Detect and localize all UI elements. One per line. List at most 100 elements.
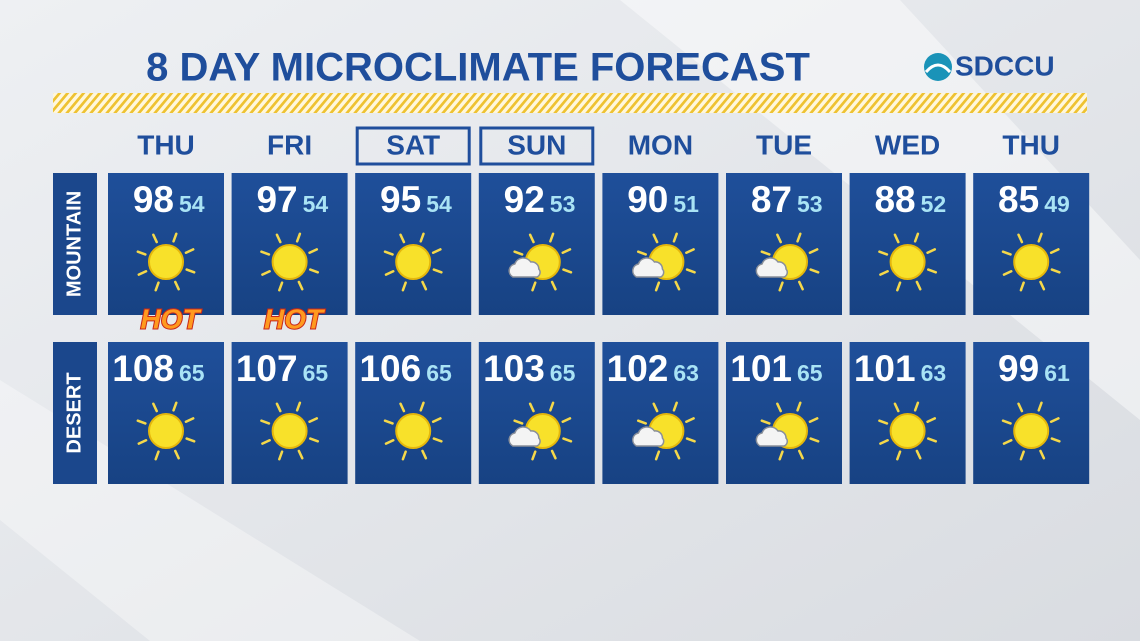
sun: [889, 413, 926, 449]
sun-ray: [776, 402, 782, 413]
sun-ray: [1017, 233, 1024, 244]
sun-ray: [685, 268, 696, 274]
sun-ray: [654, 281, 661, 292]
sun-ray: [136, 250, 147, 256]
day-label: FRI: [267, 129, 312, 160]
sun-ray: [913, 401, 920, 412]
sun-icon: [1001, 401, 1061, 461]
sun-ray: [1037, 232, 1043, 243]
sun-ray: [261, 270, 271, 276]
sun: [889, 244, 926, 280]
sun-ray: [685, 437, 696, 443]
sun-ray: [528, 402, 535, 413]
sun-ray: [1050, 268, 1061, 274]
sun-ray: [1039, 449, 1046, 460]
forecast-cell: [602, 342, 719, 484]
hot-badge: HOT: [264, 303, 326, 334]
sun-ray: [549, 232, 555, 243]
sun-ray: [778, 450, 784, 461]
hot-badge: HOT: [140, 303, 202, 334]
sun-icon: [878, 232, 938, 292]
sun-ray: [137, 439, 148, 445]
sun-ray: [1002, 270, 1013, 276]
low-temp: 65: [797, 360, 823, 386]
day-label: SUN: [507, 129, 566, 160]
high-temp: 88: [874, 179, 915, 220]
sun-ray: [1002, 439, 1013, 445]
sun-ray: [174, 449, 180, 460]
sun-ray: [384, 270, 395, 276]
low-temp: 65: [303, 360, 329, 386]
forecast-cell: [726, 173, 842, 315]
sun-ray: [1050, 437, 1061, 443]
sponsor-logo-mark: [924, 63, 952, 74]
sun: [1013, 244, 1050, 280]
sun-ray: [879, 270, 889, 276]
sun-icon: [878, 401, 938, 461]
sun: [271, 244, 308, 280]
sun-ray: [419, 232, 425, 243]
sun-ray: [561, 417, 572, 423]
sun-ray: [809, 268, 820, 274]
forecast-cell: [478, 173, 595, 315]
sun-ray: [278, 450, 284, 461]
sun-ray: [685, 248, 695, 254]
low-temp: 51: [673, 191, 699, 217]
sun-ray: [798, 280, 804, 291]
day-label: MON: [628, 129, 693, 160]
sun-ray: [174, 280, 180, 291]
day-label: TUE: [756, 129, 812, 160]
title: 8 DAY MICROCLIMATE FORECAST: [146, 46, 810, 90]
sun-ray: [760, 250, 771, 256]
sponsor-logo-mark: [924, 53, 952, 81]
day-highlight-box: [355, 126, 471, 166]
sun-ray: [915, 449, 922, 460]
sun-ray: [184, 248, 195, 254]
sun-ray: [275, 233, 282, 244]
sun-ray: [562, 268, 573, 274]
low-temp: 65: [179, 360, 205, 386]
sun-ray: [261, 439, 271, 445]
sun-ray: [295, 401, 302, 412]
sun-ray: [399, 402, 406, 413]
cloud-icon: [755, 426, 788, 447]
cloud-icon: [632, 426, 665, 447]
sun-ray: [1037, 401, 1043, 412]
sun-ray: [419, 401, 425, 412]
sun: [148, 244, 184, 280]
sun-ray: [531, 450, 537, 461]
sun-ray: [1017, 402, 1024, 413]
high-temp: 101: [730, 348, 792, 389]
low-temp: 52: [921, 191, 947, 217]
high-temp: 87: [751, 179, 792, 220]
sun-ray: [896, 450, 902, 461]
sun-icon: [136, 401, 196, 461]
low-temp: 65: [550, 360, 576, 386]
background-shape: [0, 380, 420, 641]
cloud-icon: [508, 426, 541, 447]
sun: [1013, 413, 1050, 449]
region-label-box: [53, 173, 97, 315]
high-temp: 95: [380, 179, 421, 220]
sun-ray: [185, 437, 196, 443]
sun-ray: [297, 449, 304, 460]
low-temp: 54: [303, 191, 329, 217]
high-temp: 103: [483, 348, 545, 389]
sun-ray: [915, 280, 922, 291]
sun-ray: [878, 419, 889, 425]
forecast-cell: [478, 342, 595, 484]
sun-ray: [152, 402, 158, 413]
sun-ray: [879, 439, 889, 445]
sun-ray: [674, 449, 681, 460]
sun-ray: [1049, 417, 1060, 423]
region-label: MOUNTAIN: [63, 191, 85, 297]
sun-ray: [295, 232, 302, 243]
sun: [395, 244, 432, 280]
cloud-icon: [755, 257, 788, 278]
sun-ray: [260, 250, 271, 256]
low-temp: 54: [179, 191, 205, 217]
sun-ray: [513, 419, 524, 425]
sun-icon: [260, 401, 320, 461]
sun-ray: [528, 233, 535, 244]
sun-ray: [1019, 281, 1025, 292]
